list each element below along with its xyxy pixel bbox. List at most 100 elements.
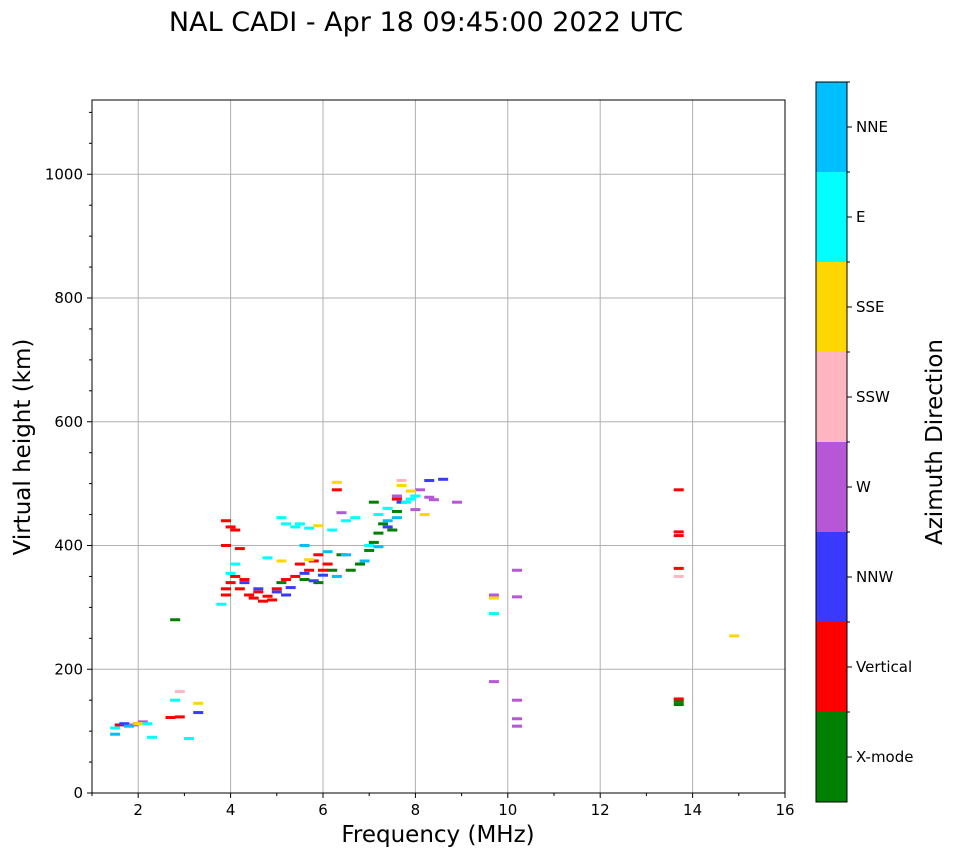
data-point [262, 594, 273, 598]
data-point [281, 593, 292, 597]
series-vertical [114, 488, 684, 727]
data-points [110, 477, 740, 741]
data-point [170, 698, 181, 702]
plot-frame [91, 99, 786, 794]
data-point [318, 573, 328, 577]
series-sse [133, 480, 740, 726]
data-point [248, 596, 259, 600]
data-point [419, 513, 430, 517]
data-point [368, 540, 379, 544]
data-point [512, 724, 523, 728]
colorbar-tick-label: W [856, 478, 871, 496]
data-point [488, 593, 499, 597]
data-point [373, 513, 384, 517]
data-point [290, 525, 301, 529]
data-point [193, 711, 204, 715]
data-point [331, 574, 342, 578]
colorbar-segment-x-mode [816, 712, 847, 802]
y-tick-label: 400 [54, 537, 83, 555]
data-point [391, 497, 402, 501]
data-point [262, 556, 273, 560]
colorbar-segment-ssw [816, 352, 847, 442]
data-point [354, 562, 365, 566]
colorbar-segment-vertical [816, 622, 847, 712]
data-point [368, 500, 379, 504]
data-point [313, 581, 324, 585]
x-tick-label: 2 [133, 801, 143, 819]
data-point [673, 574, 684, 578]
data-point [327, 528, 338, 532]
data-point [373, 531, 384, 535]
x-tick-label: 16 [775, 801, 794, 819]
data-point [165, 716, 176, 720]
x-tick-label: 14 [683, 801, 702, 819]
data-point [271, 590, 282, 594]
data-point [327, 568, 338, 572]
data-point [410, 494, 421, 498]
colorbar-label: Azimuth Direction [922, 339, 948, 545]
data-point [673, 534, 684, 538]
data-point [512, 595, 523, 599]
colorbar-tick-label: SSW [856, 388, 890, 406]
data-point [230, 574, 241, 578]
data-point [174, 715, 185, 719]
x-tick-label: 10 [498, 801, 517, 819]
data-point [322, 562, 333, 566]
data-point [234, 587, 245, 591]
colorbar-segment-nne [816, 82, 847, 172]
data-point [318, 568, 328, 572]
y-axis: 0 200 400 600 800 1000 [45, 111, 92, 802]
data-point [673, 697, 684, 701]
data-point [391, 494, 402, 498]
data-point [424, 495, 435, 499]
data-point [230, 528, 241, 532]
colorbar-tick-label: E [856, 208, 865, 226]
y-tick-label: 800 [54, 289, 83, 307]
x-tick-label: 12 [591, 801, 610, 819]
data-point [396, 483, 407, 487]
data-point [225, 581, 236, 585]
data-point [364, 548, 375, 552]
data-point [424, 479, 435, 483]
data-point [234, 547, 245, 551]
data-point [239, 581, 250, 585]
y-tick-label: 600 [54, 413, 83, 431]
data-point [313, 524, 324, 528]
x-tick-label: 6 [318, 801, 328, 819]
data-point [673, 488, 684, 492]
x-axis: 2 4 6 8 10 12 14 16 [91, 793, 795, 819]
grid-lines [92, 100, 786, 794]
data-point [276, 516, 287, 520]
data-point [276, 559, 287, 563]
data-point [387, 528, 398, 532]
data-point [119, 722, 130, 726]
data-point [405, 489, 416, 493]
data-point [396, 479, 407, 483]
data-point [405, 497, 416, 501]
data-point [382, 506, 393, 510]
data-point [512, 698, 523, 702]
data-point [336, 511, 347, 515]
data-point [304, 568, 315, 572]
data-point [401, 500, 412, 504]
data-point [410, 508, 421, 512]
data-point [364, 544, 375, 547]
data-point [230, 562, 241, 566]
data-point [267, 598, 278, 602]
data-point [391, 509, 402, 513]
data-point [239, 578, 250, 582]
data-point [184, 737, 195, 741]
data-point [193, 701, 204, 705]
data-point [299, 571, 310, 575]
data-point [673, 703, 684, 707]
colorbar-segment-w [816, 442, 847, 532]
data-point [451, 500, 462, 504]
data-point [341, 553, 352, 557]
data-point [488, 612, 499, 616]
series-e [110, 494, 499, 741]
x-axis-label: Frequency (MHz) [341, 822, 534, 848]
data-point [133, 722, 144, 726]
data-point [174, 690, 185, 694]
data-point [313, 553, 324, 557]
data-point [225, 525, 236, 529]
